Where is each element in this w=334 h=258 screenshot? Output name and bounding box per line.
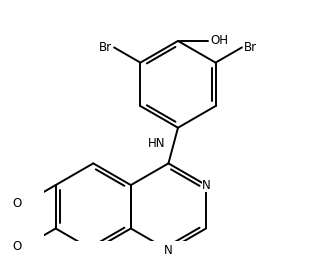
Text: Br: Br: [244, 41, 257, 54]
Text: OH: OH: [210, 34, 228, 47]
Text: N: N: [202, 179, 210, 192]
Text: O: O: [12, 240, 22, 253]
Text: Br: Br: [99, 41, 112, 54]
Text: N: N: [164, 244, 173, 257]
Text: O: O: [12, 197, 22, 210]
Text: HN: HN: [148, 137, 165, 150]
